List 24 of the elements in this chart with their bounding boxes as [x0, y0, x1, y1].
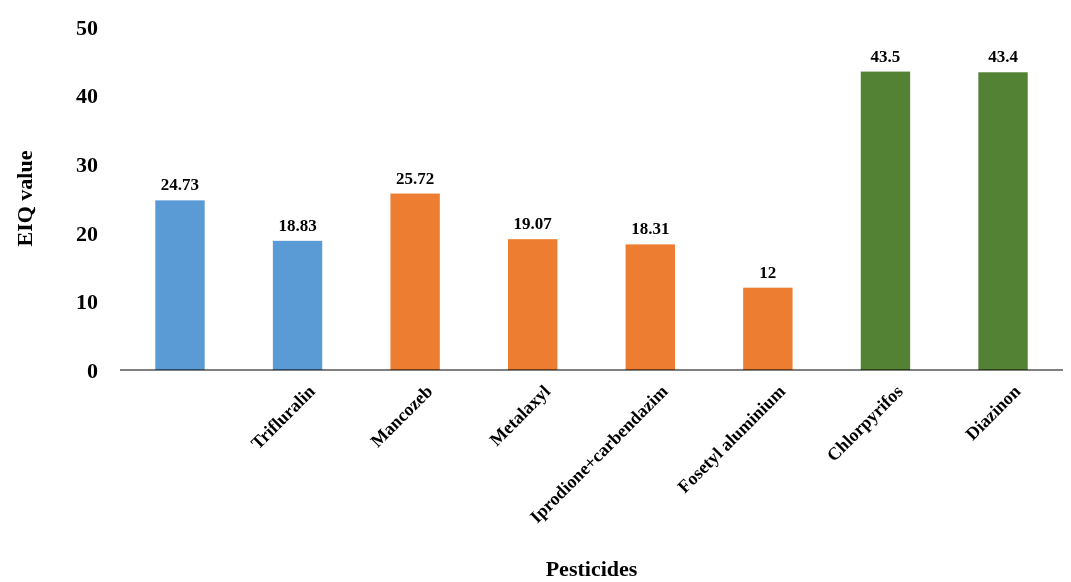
- data-label: 43.5: [870, 46, 901, 66]
- bar: [272, 240, 323, 370]
- bar: [508, 239, 558, 370]
- bar: [860, 71, 911, 370]
- data-label: 43.4: [988, 47, 1019, 67]
- y-tick-label: 0: [87, 357, 98, 383]
- bar: [743, 287, 793, 370]
- data-label: 18.31: [631, 219, 670, 239]
- data-label: 24.73: [160, 175, 200, 195]
- bar: [978, 72, 1028, 370]
- y-tick-label: 40: [76, 83, 98, 109]
- data-label: 25.72: [396, 168, 435, 188]
- bar: [625, 244, 675, 370]
- bar: [155, 200, 205, 370]
- data-label: 18.83: [278, 215, 317, 235]
- data-label: 19.07: [513, 214, 553, 234]
- y-tick-label: 50: [76, 14, 98, 40]
- y-tick-label: 10: [76, 289, 98, 315]
- y-axis-title: EIQ value: [12, 150, 37, 247]
- data-label: 12: [759, 262, 777, 282]
- y-tick-label: 30: [76, 151, 98, 177]
- bar: [390, 193, 440, 370]
- x-axis-title: Pesticides: [545, 556, 638, 581]
- y-tick-label: 20: [76, 220, 98, 246]
